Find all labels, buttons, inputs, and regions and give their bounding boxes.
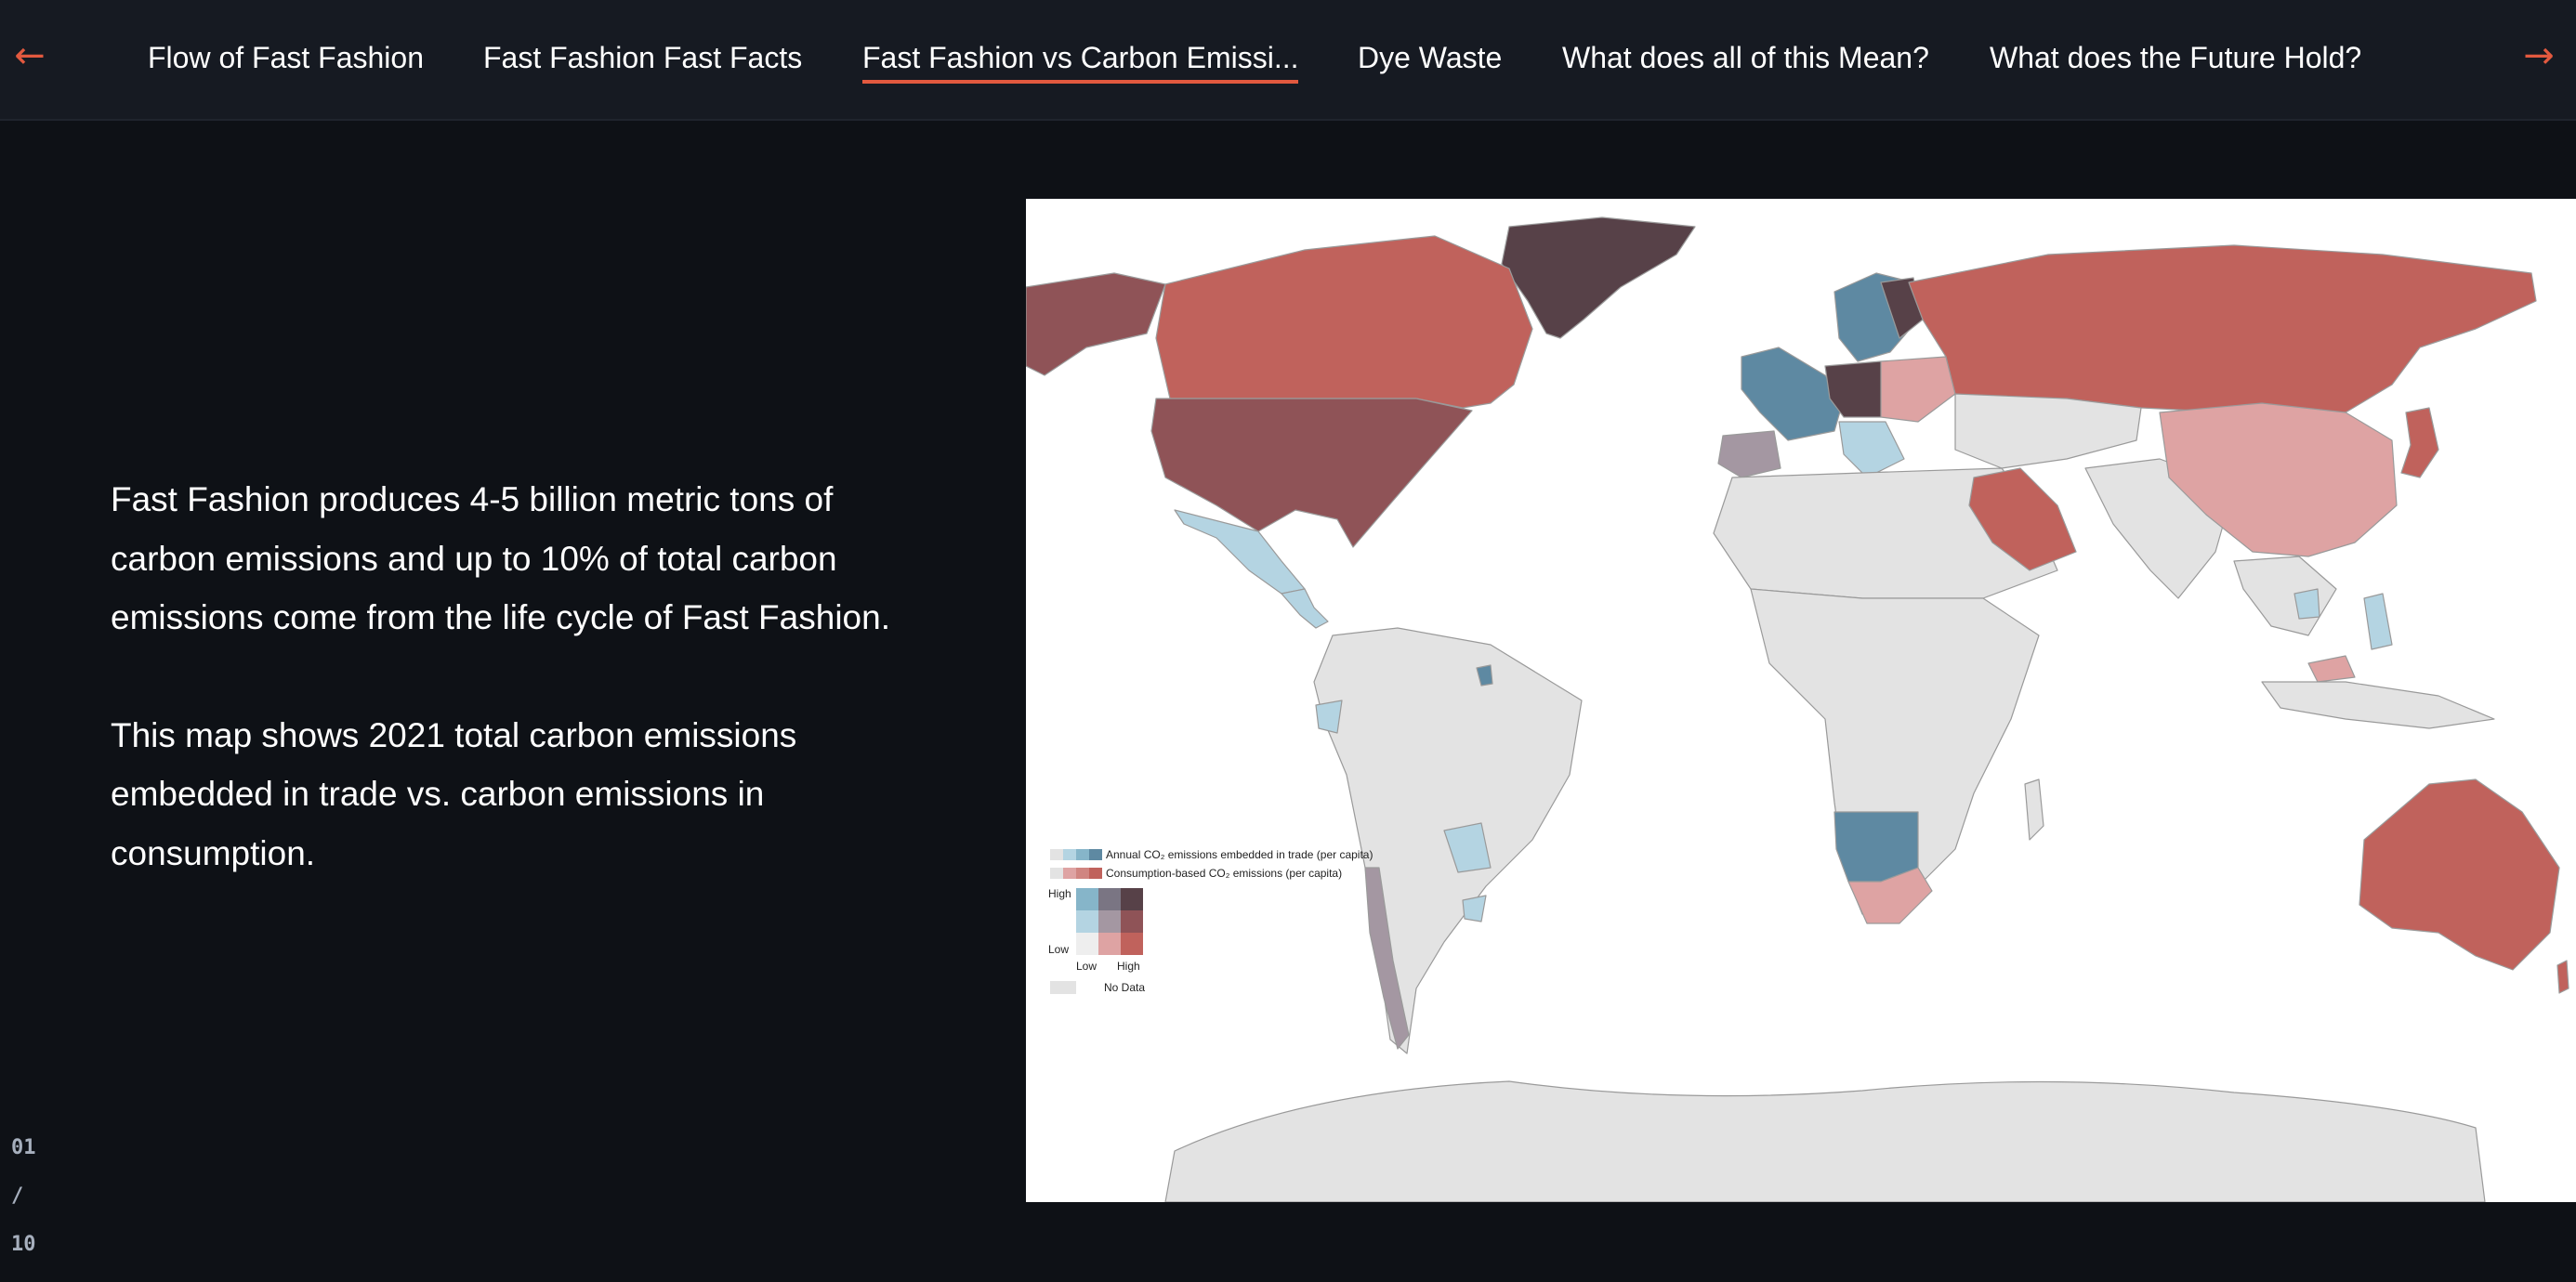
region-southeast-asia: [2233, 556, 2337, 636]
region-uruguay: [1462, 895, 1487, 922]
region-ecuador: [1315, 700, 1343, 734]
region-south-africa: [1847, 867, 1933, 924]
region-western-europe: [1741, 347, 1845, 441]
next-arrow-icon[interactable]: →: [2523, 34, 2555, 77]
region-chile: [1364, 867, 1410, 1050]
region-southern-africa-trade: [1833, 811, 1919, 883]
region-central-asia: [1954, 393, 2142, 469]
tab-fast-fashion-fast-facts[interactable]: Fast Fashion Fast Facts: [483, 41, 803, 74]
region-malaysia: [2307, 655, 2356, 683]
legend-x-high: High: [1117, 960, 1140, 973]
region-usa: [1150, 398, 1473, 548]
region-madagascar: [2024, 778, 2044, 841]
current-slide-number: 01: [11, 1136, 36, 1159]
world-emissions-map: Annual CO₂ emissions embedded in trade (…: [1026, 199, 2576, 1202]
legend-no-data-swatch: [1050, 981, 1076, 994]
region-thailand: [2293, 588, 2320, 620]
map-canvas: Annual CO₂ emissions embedded in trade (…: [1026, 216, 2569, 1202]
legend-bivariate-grid: [1076, 888, 1143, 955]
region-russia: [1908, 244, 2537, 413]
region-alaska: [1026, 272, 1166, 376]
tab-what-does-all-of-this-mean[interactable]: What does all of this Mean?: [1562, 41, 1929, 74]
region-japan: [2400, 407, 2439, 478]
legend-consumption-swatch-1: [1050, 868, 1063, 879]
tab-flow-of-fast-fashion[interactable]: Flow of Fast Fashion: [148, 41, 424, 74]
region-french-guiana: [1476, 664, 1493, 687]
region-canada: [1155, 235, 1533, 409]
top-navigation: ← Flow of Fast Fashion Fast Fashion Fast…: [0, 0, 2576, 121]
legend-y-low: Low: [1048, 943, 1069, 956]
legend-y-high: High: [1048, 887, 1071, 900]
region-indonesia: [2261, 681, 2495, 729]
slide-separator: /: [11, 1184, 24, 1208]
legend-consumption-swatch-3: [1076, 868, 1089, 879]
legend-x-low: Low: [1076, 960, 1097, 973]
paragraph-map-description: This map shows 2021 total carbon emissio…: [111, 715, 797, 872]
region-australia: [2359, 778, 2560, 971]
region-eastern-europe: [1880, 356, 1956, 423]
slide-counter: 01 / 10: [11, 1124, 67, 1269]
slide-text: Fast Fashion produces 4-5 billion metric…: [111, 470, 910, 883]
paragraph-emissions: Fast Fashion produces 4-5 billion metric…: [111, 480, 890, 636]
region-paraguay: [1443, 822, 1492, 873]
region-iberia: [1717, 430, 1781, 478]
legend-trade-swatch-3: [1076, 849, 1089, 860]
region-greenland: [1501, 216, 1696, 339]
region-mexico: [1174, 509, 1306, 595]
region-sub-saharan-africa: [1750, 588, 2040, 915]
legend-consumption-swatch-4: [1089, 868, 1102, 879]
legend-trade-swatch-2: [1063, 849, 1076, 860]
tab-what-does-the-future-hold[interactable]: What does the Future Hold?: [1990, 41, 2362, 74]
region-new-zealand: [2556, 960, 2569, 994]
legend-consumption-label: Consumption-based CO₂ emissions (per cap…: [1106, 867, 1342, 880]
region-italy-balkans: [1838, 421, 1905, 478]
legend-trade-label: Annual CO₂ emissions embedded in trade (…: [1106, 848, 1373, 861]
legend-no-data-label: No Data: [1104, 981, 1145, 994]
region-arabian-peninsula: [1968, 467, 2077, 571]
tab-dye-waste[interactable]: Dye Waste: [1358, 41, 1503, 74]
region-antarctica: [1164, 1080, 2486, 1202]
tab-fast-fashion-vs-carbon-emissions[interactable]: Fast Fashion vs Carbon Emissi...: [862, 35, 1299, 84]
legend-consumption-swatch-2: [1063, 868, 1076, 879]
previous-arrow-icon[interactable]: ←: [14, 34, 46, 77]
map-legend: Annual CO₂ emissions embedded in trade (…: [1048, 848, 1373, 994]
total-slide-count: 10: [11, 1233, 36, 1256]
region-central-america: [1281, 588, 1329, 629]
legend-trade-swatch-1: [1050, 849, 1063, 860]
region-philippines: [2363, 593, 2393, 650]
legend-trade-swatch-4: [1089, 849, 1102, 860]
region-china: [2159, 402, 2398, 557]
